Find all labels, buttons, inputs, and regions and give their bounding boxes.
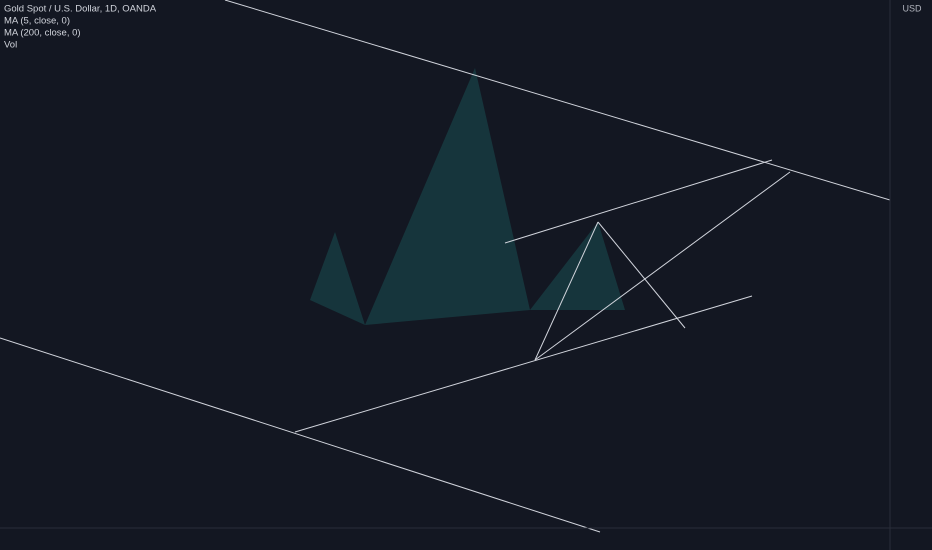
trend-line [534, 171, 791, 361]
price-axis [890, 0, 932, 550]
trend-line [294, 295, 753, 433]
trend-line [224, 0, 891, 201]
head-shape [365, 68, 530, 325]
chart-title: Gold Spot / U.S. Dollar, 1D, OANDA [4, 4, 157, 15]
trend-line [534, 221, 599, 361]
trend-line [597, 221, 686, 329]
indicator-label: Vol [4, 40, 17, 51]
pattern-drawing [0, 0, 891, 533]
trend-line [504, 159, 773, 244]
left-shoulder-shape [310, 232, 365, 325]
currency-label: USD [902, 3, 922, 13]
indicator-label: MA (5, close, 0) [4, 16, 70, 27]
trend-line [0, 337, 601, 533]
indicator-label: MA (200, close, 0) [4, 28, 81, 39]
